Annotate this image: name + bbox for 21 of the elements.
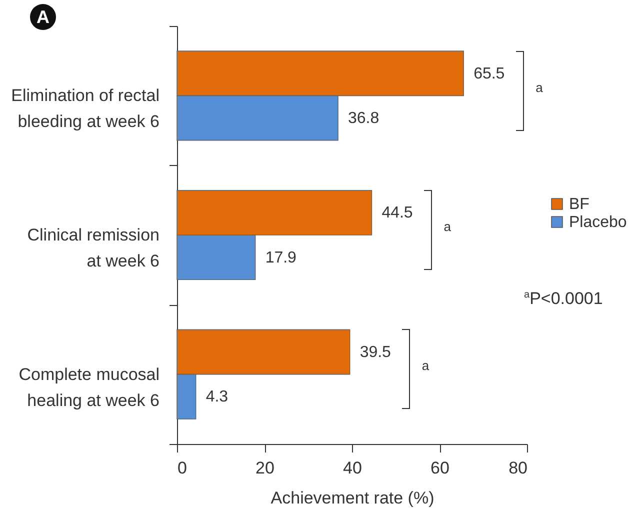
annotation: $^{a}$P<0.0001: [524, 289, 603, 310]
x-tick-label: 40: [343, 458, 362, 478]
legend-label: BF: [569, 196, 590, 213]
annotation: a: [444, 219, 451, 234]
annotation: a: [422, 358, 430, 374]
x-axis-title: Achievement rate (%): [270, 488, 434, 508]
x-tick-label: 0: [178, 458, 187, 478]
data-label: 17.9: [265, 249, 297, 266]
data-label: 4.3: [206, 388, 228, 406]
data-label: 44.5: [382, 204, 413, 222]
y-tick-label: Elimination of rectal bleeding at week 6: [11, 86, 160, 132]
text: a: [536, 80, 543, 95]
y-tick-label: Complete mucosal healing at week 6: [18, 364, 160, 410]
x-tick-label: 80: [508, 458, 528, 478]
legend-label: Placebo: [569, 214, 627, 231]
x-tick-label: 60: [430, 458, 450, 478]
data-label: 65.5: [474, 65, 505, 82]
x-tick-label: 20: [256, 458, 274, 478]
data-label: 36.8: [348, 110, 380, 127]
data-label: 39.5: [360, 344, 392, 362]
y-tick-label: Clinical remission at week 6: [27, 226, 160, 270]
